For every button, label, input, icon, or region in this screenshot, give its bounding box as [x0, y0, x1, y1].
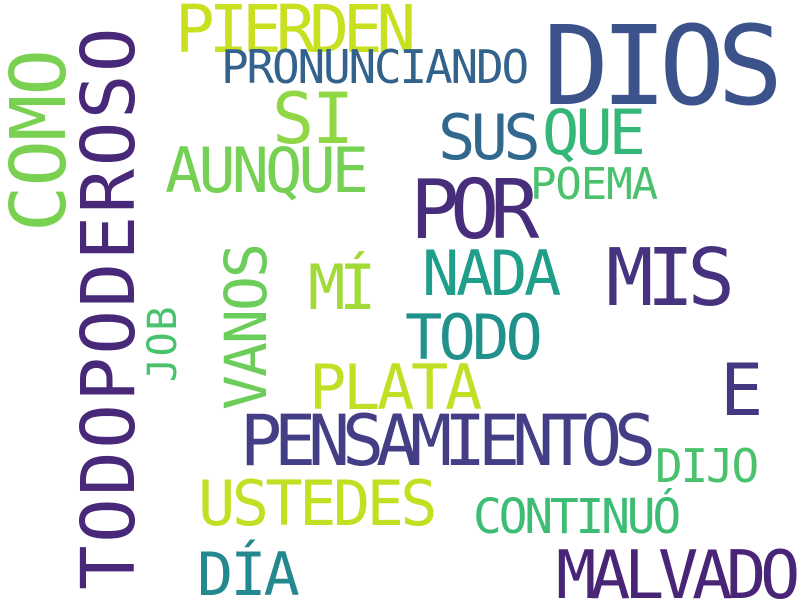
word-pensamientos: PENSAMIENTOS: [240, 400, 656, 482]
word-ustedes: USTEDES: [198, 467, 438, 540]
word-poema: POEMA: [530, 158, 658, 210]
word-pronunciando: PRONUNCIANDO: [221, 40, 529, 94]
word-nada: NADA: [422, 237, 561, 310]
word-plata: PLATA: [309, 351, 482, 424]
word-mis: MIS: [606, 231, 735, 324]
word-e: E: [720, 348, 763, 432]
word-mi: MÍ: [308, 251, 376, 324]
word-dios: DIOS: [543, 2, 783, 130]
word-como: COMO: [0, 50, 84, 232]
word-todo: TODO: [405, 301, 543, 374]
word-malvado: MALVADO: [556, 535, 800, 600]
word-por: POR: [410, 163, 539, 258]
word-sus: SUS: [438, 101, 541, 174]
word-aunque: AUNQUE: [165, 134, 369, 207]
word-dia: DÍA: [197, 540, 300, 600]
word-dijo: DIJO: [655, 439, 759, 493]
word-pierden: PIERDEN: [175, 0, 416, 68]
word-si: SI: [272, 78, 354, 160]
word-continuo: CONTINUÓ: [473, 489, 681, 545]
word-vanos: VANOS: [212, 245, 280, 410]
word-job: JOB: [139, 305, 186, 382]
word-que: QUE: [542, 96, 646, 169]
